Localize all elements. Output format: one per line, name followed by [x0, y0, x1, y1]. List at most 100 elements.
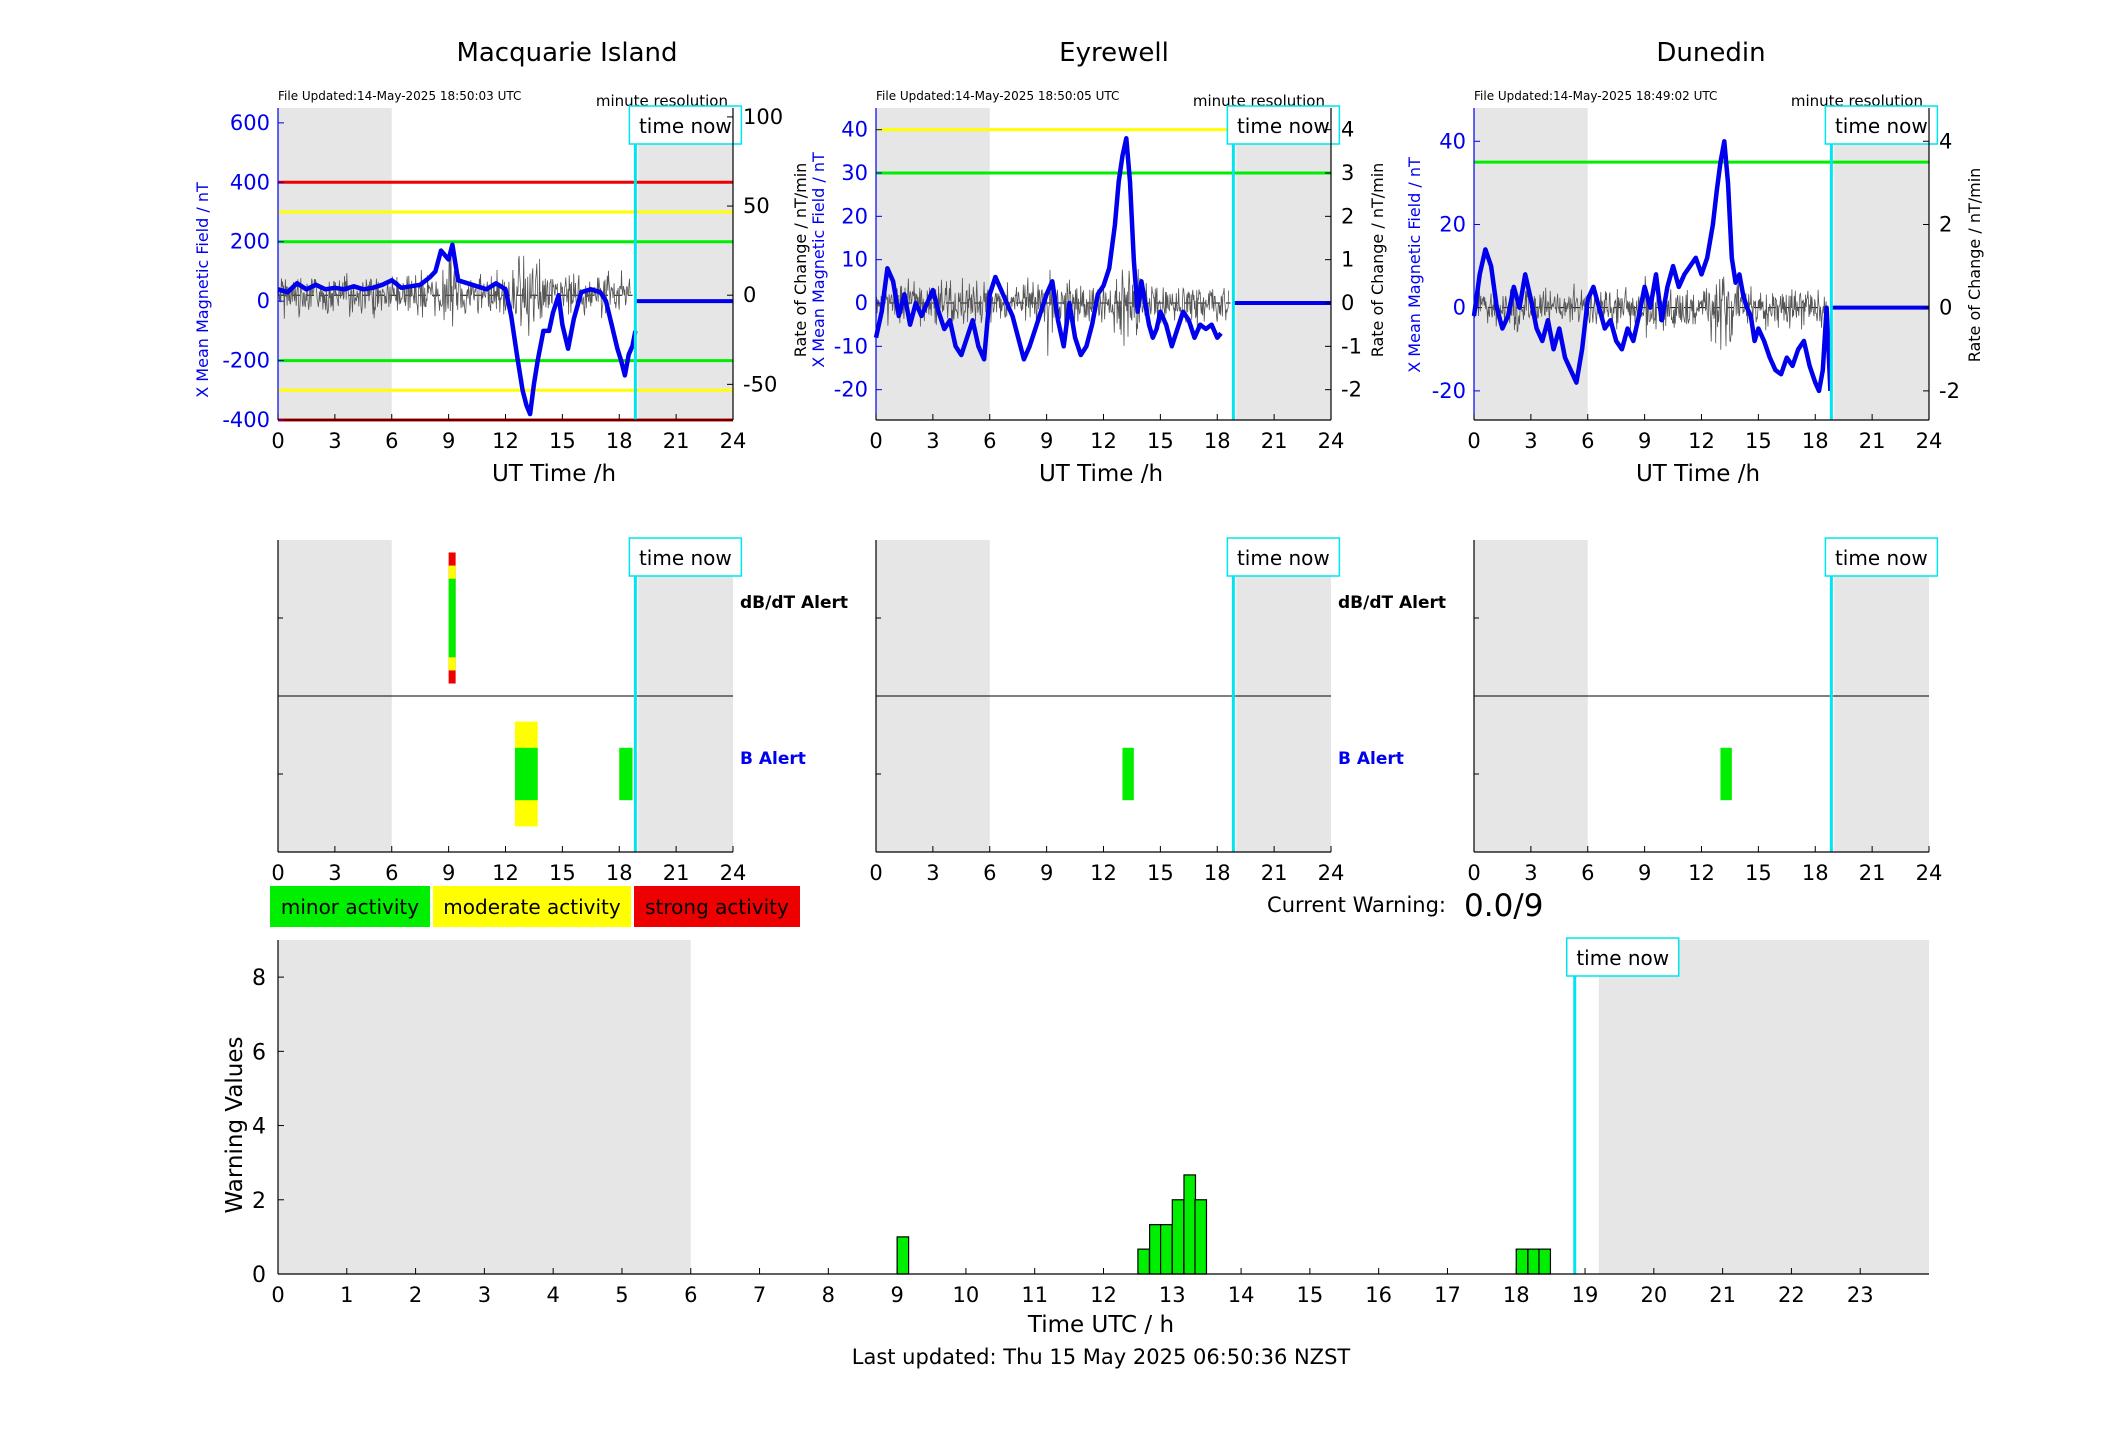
mag-plot-0-xtick-label-1: 3: [328, 429, 341, 453]
alert-plot-1-xtick-label-6: 18: [1204, 861, 1231, 885]
warning-chart-xtick-label-0: 0: [271, 1283, 284, 1307]
alert-plot-0-xtick-label-0: 0: [271, 861, 284, 885]
alert-plot-1-b-bar-0: [1122, 747, 1134, 801]
mag-plot-1-time-now-box: [1226, 105, 1341, 145]
xlabel-dunedin: UT Time /h: [1636, 461, 1760, 487]
mag-plot-1-roc-trace: [875, 268, 1229, 356]
mag-plot-1-ytick-label-6: -20: [834, 378, 868, 402]
warning-chart-xtick-label-12: 12: [1090, 1283, 1117, 1307]
file-updated-macquarie: File Updated:14-May-2025 18:50:03 UTC: [278, 89, 521, 103]
alert-plot-1-xtick-label-7: 21: [1261, 861, 1288, 885]
alert-plot-0-xtick-label-1: 3: [328, 861, 341, 885]
alert-plot-2-xtick-label-4: 12: [1688, 861, 1715, 885]
warning-chart-shade-0: [278, 940, 691, 1274]
mag-plot-0-ytick-label-2: 200: [230, 230, 270, 254]
mag-plot-2-xtick-label-8: 24: [1916, 429, 1943, 453]
warning-chart-xtick-label-8: 8: [822, 1283, 835, 1307]
warning-chart-xtick-label-16: 16: [1365, 1283, 1392, 1307]
mag-plot-2-ytick-label-3: -20: [1432, 379, 1466, 403]
warning-chart-xtick-label-3: 3: [478, 1283, 491, 1307]
alert-plot-2-xtick-label-2: 6: [1581, 861, 1594, 885]
mag-plot-1-xtick-label-4: 12: [1090, 429, 1117, 453]
xlabel-eyrewell: UT Time /h: [1039, 461, 1163, 487]
warning-chart-xtick-label-23: 23: [1847, 1283, 1874, 1307]
station-title-macquarie: Macquarie Island: [456, 38, 677, 68]
alert-plot-0-xtick-label-3: 9: [442, 861, 455, 885]
alert-plot-0-xtick-label-2: 6: [385, 861, 398, 885]
alert-plot-1-xtick-label-0: 0: [869, 861, 882, 885]
mag-plot-2-y2tick-label-3: -2: [1939, 379, 1960, 403]
warning-chart-bar-3: [1159, 1224, 1173, 1275]
warning-chart-xtick-label-22: 22: [1778, 1283, 1805, 1307]
dbdt-alert-label-macquarie: dB/dT Alert: [740, 593, 848, 613]
mag-plot-2-xtick-label-2: 6: [1581, 429, 1594, 453]
alert-plot-0-xtick-label-5: 15: [549, 861, 576, 885]
warning-chart-xtick-label-11: 11: [1021, 1283, 1048, 1307]
mag-plot-0-y2tick-label-3: -50: [743, 372, 777, 396]
mag-plot-1-ytick-label-5: -10: [834, 334, 868, 358]
mag-plot-1-ytick-label-1: 30: [841, 161, 868, 185]
mag-plot-1-y2tick-label-6: -2: [1341, 378, 1362, 402]
alert-plot-2-xtick-label-0: 0: [1467, 861, 1480, 885]
alert-plot-1-xtick-label-4: 12: [1090, 861, 1117, 885]
mag-plot-0-shade-1: [638, 108, 733, 420]
warning-chart-bar-5: [1183, 1174, 1197, 1275]
mag-plot-1-xtick-label-5: 15: [1147, 429, 1174, 453]
footer-last-updated: Last updated: Thu 15 May 2025 06:50:36 N…: [852, 1345, 1351, 1369]
mag-plot-0-x-field-series: [277, 242, 638, 417]
mag-plot-2-y2tick-label-0: 4: [1939, 129, 1952, 153]
warning-chart-bar-2: [1148, 1224, 1162, 1275]
warning-chart-bar-6: [1194, 1199, 1208, 1275]
current-warning-label: Current Warning:: [1267, 893, 1446, 917]
mag-plot-2-ytick-label-2: 0: [1453, 296, 1466, 320]
warning-chart-xtick-label-19: 19: [1572, 1283, 1599, 1307]
alert-plot-1-xtick-label-1: 3: [926, 861, 939, 885]
warning-chart-xtick-label-9: 9: [890, 1283, 903, 1307]
xlabel-macquarie: UT Time /h: [492, 461, 616, 487]
warning-chart-xtick-label-7: 7: [753, 1283, 766, 1307]
mag-plot-1-ytick-label-4: 0: [855, 291, 868, 315]
mag-plot-2-xtick-label-1: 3: [1524, 429, 1537, 453]
alert-plot-0-xtick-label-6: 18: [606, 861, 633, 885]
mag-plot-1-xtick-label-7: 21: [1261, 429, 1288, 453]
warning-chart-xtick-label-15: 15: [1297, 1283, 1324, 1307]
alert-plot-1-time-now-box: [1226, 537, 1341, 577]
dbdt-alert-label-eyrewell: dB/dT Alert: [1338, 593, 1446, 613]
warning-chart-xtick-label-18: 18: [1503, 1283, 1530, 1307]
alert-plot-1-xtick-label-2: 6: [983, 861, 996, 885]
warning-chart-bar-0: [896, 1236, 910, 1275]
alert-plot-0-xtick-label-4: 12: [492, 861, 519, 885]
ylabel-left-macquarie: X Mean Magnetic Field / nT: [193, 182, 212, 398]
mag-plot-1-xtick-label-8: 24: [1318, 429, 1345, 453]
legend-moderate-box: [433, 886, 631, 927]
ylabel-left-dunedin: X Mean Magnetic Field / nT: [1405, 157, 1424, 373]
mag-plot-2-y2tick-label-2: 0: [1939, 296, 1952, 320]
mag-plot-0-xtick-label-4: 12: [492, 429, 519, 453]
alert-plot-2-xtick-label-5: 15: [1745, 861, 1772, 885]
mag-plot-0-ytick-label-4: -200: [222, 349, 270, 373]
mag-plot-2-time-now-box: [1824, 105, 1939, 145]
mag-plot-0-xtick-label-3: 9: [442, 429, 455, 453]
mag-plot-1-y2tick-label-4: 0: [1341, 291, 1354, 315]
mag-plot-0-ytick-label-1: 400: [230, 170, 270, 194]
mag-plot-0-xtick-label-0: 0: [271, 429, 284, 453]
mag-plot-1-y2tick-label-2: 2: [1341, 204, 1354, 228]
mag-plot-0-y2tick-label-0: 100: [743, 105, 783, 129]
mag-plot-2-xtick-label-3: 9: [1638, 429, 1651, 453]
warning-chart-xtick-label-5: 5: [615, 1283, 628, 1307]
warning-chart-bar-7: [1515, 1248, 1529, 1275]
mag-plot-0-xtick-label-8: 24: [720, 429, 747, 453]
mag-plot-2-xtick-label-7: 21: [1859, 429, 1886, 453]
alert-plot-1-xtick-label-8: 24: [1318, 861, 1345, 885]
warning-chart-ytick-label-4: 8: [252, 966, 266, 991]
mag-plot-2-xtick-label-4: 12: [1688, 429, 1715, 453]
current-warning-value: 0.0/9: [1464, 888, 1543, 924]
alert-plot-0-xtick-label-7: 21: [663, 861, 690, 885]
mag-plot-1-time-now-label: time now: [1237, 114, 1330, 138]
warning-chart-xtick-label-4: 4: [546, 1283, 559, 1307]
mag-plot-1-y2tick-label-5: -1: [1341, 334, 1362, 358]
alert-plot-0-time-now-box: [628, 537, 743, 577]
mag-plot-1-ytick-label-3: 10: [841, 248, 868, 272]
